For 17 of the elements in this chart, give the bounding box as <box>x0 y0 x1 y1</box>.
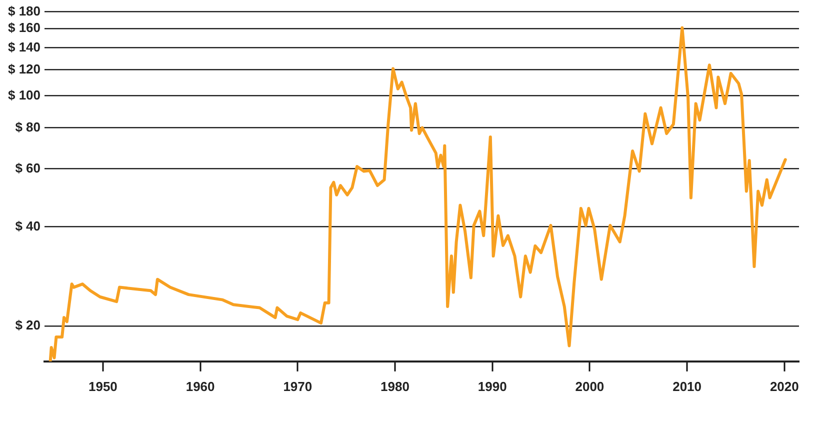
y-tick-label: $ 100 <box>8 87 41 102</box>
x-tick-label: 2020 <box>770 378 799 394</box>
y-tick-label: $ 140 <box>8 39 41 54</box>
y-tick-label: $ 60 <box>15 160 41 176</box>
x-tick-label: 1970 <box>283 378 312 394</box>
x-tick-label: 1990 <box>478 378 507 394</box>
y-tick-label: $ 180 <box>8 3 41 18</box>
x-tick-label: 2010 <box>672 378 702 394</box>
y-tick-label: $ 80 <box>15 119 41 134</box>
x-tick-label: 2000 <box>575 378 604 394</box>
y-tick-label: $ 160 <box>8 20 41 36</box>
y-tick-label: $ 120 <box>8 61 41 76</box>
x-tick-label: 1980 <box>380 378 410 394</box>
x-tick-label: 1950 <box>88 378 118 394</box>
x-tick-label: 1960 <box>186 378 215 394</box>
y-tick-label: $ 20 <box>15 317 41 332</box>
y-tick-label: $ 40 <box>15 218 41 234</box>
